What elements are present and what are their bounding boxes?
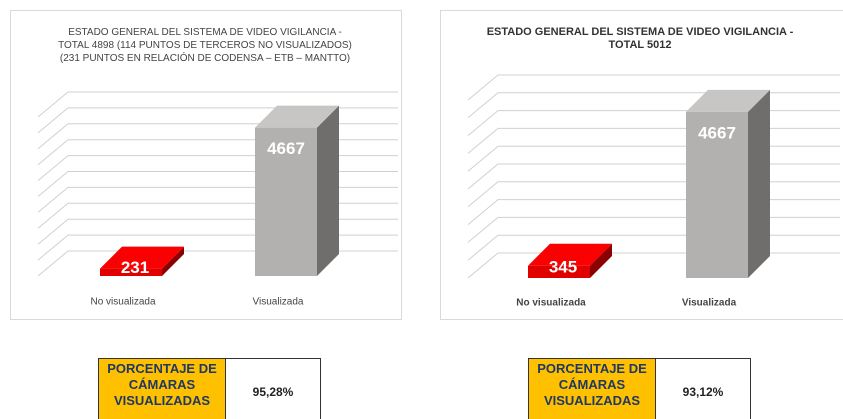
bar-front — [686, 111, 748, 278]
table-cell: 95,28% — [225, 358, 321, 419]
table-cell: PORCENTAJE DE CÁMARAS VISUALIZADAS — [528, 358, 656, 419]
grid-line — [467, 252, 840, 279]
grid-line — [467, 74, 840, 101]
x-tick-label: Visualizada — [682, 298, 737, 309]
chart-title: ESTADO GENERAL DEL SISTEMA DE VIDEO VIGI… — [58, 27, 352, 64]
grid-line — [467, 199, 840, 225]
bar-top — [100, 246, 184, 269]
grid-line — [37, 186, 398, 213]
bar-front — [255, 127, 317, 276]
grid-line — [467, 145, 840, 172]
grid-line — [467, 110, 840, 136]
bar-top — [528, 243, 612, 266]
grid-line — [37, 155, 398, 181]
bar-top — [255, 105, 339, 128]
grid-line — [37, 218, 398, 245]
grid-line — [467, 234, 840, 261]
bar-side — [162, 246, 184, 276]
grid-line — [37, 202, 398, 229]
bar — [686, 89, 770, 278]
data-label: 345 — [549, 257, 577, 276]
grid-line — [37, 171, 398, 197]
data-label: 4667 — [698, 123, 736, 142]
data-label: 4667 — [267, 139, 305, 158]
x-tick-label: No visualizada — [516, 298, 586, 309]
chart-title: ESTADO GENERAL DEL SISTEMA DE VIDEO VIGI… — [486, 26, 794, 51]
bar-top — [686, 89, 770, 112]
bar — [528, 243, 612, 278]
bar-side — [590, 243, 612, 278]
bar-front — [100, 268, 162, 276]
x-tick-label: No visualizada — [90, 297, 155, 308]
grid-line — [37, 123, 398, 150]
table: PORCENTAJE DE CÁMARAS VISUALIZADAS 95,28… — [98, 358, 321, 419]
grid-line — [37, 234, 398, 261]
grid-line — [37, 91, 398, 118]
table: PORCENTAJE DE CÁMARAS VISUALIZADAS 93,12… — [528, 358, 751, 419]
bar-side — [748, 89, 770, 278]
bar — [255, 105, 339, 276]
bar-side — [317, 105, 339, 276]
chart-panel — [440, 10, 843, 320]
table-cell: PORCENTAJE DE CÁMARAS VISUALIZADAS — [98, 358, 226, 419]
grid-line — [467, 127, 840, 154]
grid-line — [37, 250, 398, 277]
grid-line — [467, 92, 840, 119]
x-tick-label: Visualizada — [253, 297, 304, 308]
grid-line — [467, 216, 840, 243]
grid-line — [37, 107, 398, 134]
grid-line — [467, 163, 840, 190]
bar-front — [528, 265, 590, 278]
table-cell: 93,12% — [655, 358, 751, 419]
grid-line — [467, 181, 840, 208]
bar — [100, 246, 184, 276]
data-label: 231 — [121, 258, 149, 277]
grid-line — [37, 139, 398, 166]
